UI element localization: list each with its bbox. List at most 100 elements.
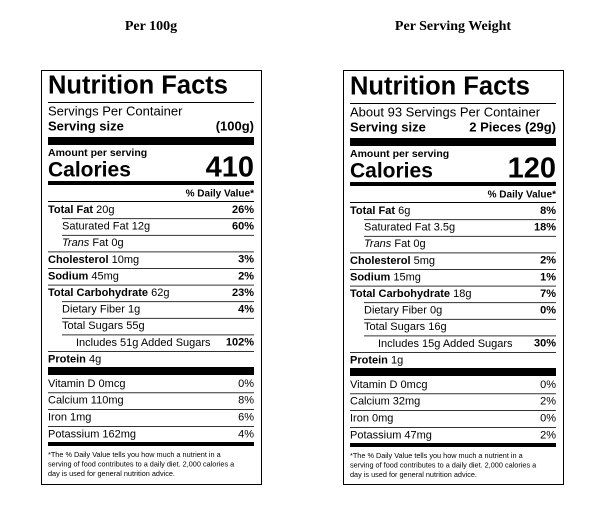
nutrient-dv: 4%	[238, 304, 254, 316]
nutrient-name: Saturated Fat	[364, 222, 431, 234]
nutrient: Total Sugars 55g	[62, 320, 145, 332]
nutrient-name: Dietary Fiber	[364, 305, 427, 317]
footnote: serving of food contributes to a daily d…	[350, 460, 537, 469]
rule	[364, 335, 556, 337]
serving-size-label: Serving size	[48, 118, 124, 133]
rule	[48, 137, 254, 145]
rule	[48, 426, 254, 427]
nutrient: Dietary Fiber 0g	[364, 305, 442, 317]
vitamin: Potassium 47mg	[350, 429, 432, 441]
vitamin-dv: 0%	[540, 413, 556, 425]
rule	[48, 268, 254, 269]
nutrient-amount: 0g	[430, 305, 442, 317]
nutrient-name: Dietary Fiber	[62, 304, 125, 316]
rule	[48, 367, 254, 375]
nutrient-dv: 2%	[540, 255, 556, 267]
amount-label: Amount per serving	[48, 147, 147, 159]
rule	[350, 368, 556, 376]
footnote: *The % Daily Value tells you how much a …	[350, 451, 524, 460]
rule	[350, 352, 556, 353]
nutrient-amount: 55g	[126, 320, 144, 332]
vitamin: Calcium 110mg	[48, 395, 124, 407]
nutrient-amount: 1g	[128, 304, 140, 316]
rule	[62, 234, 254, 236]
nutrient-name: Saturated Fat	[62, 221, 129, 233]
label-box	[343, 70, 564, 485]
nutrient-amount: 1g	[391, 354, 403, 366]
serving-size: 2 Pieces (29g)	[469, 119, 556, 134]
rule	[350, 393, 556, 395]
nutrient-amount: 15mg	[393, 271, 421, 283]
nutrient: Cholesterol 10mg	[48, 254, 139, 266]
nutrient: Saturated Fat 12g	[62, 221, 150, 233]
nutrient: Sodium 45mg	[48, 270, 119, 282]
nutrient: Total Fat 6g	[350, 205, 410, 217]
nutrient-amount: Fat 0g	[92, 237, 123, 249]
rule	[48, 351, 254, 352]
nutrient-name: Total Sugars	[364, 321, 426, 333]
rule	[350, 410, 556, 411]
nutrient-dv: 7%	[540, 288, 556, 300]
rule	[350, 202, 556, 203]
label-title: Nutrition Facts	[48, 72, 228, 100]
rule	[350, 285, 556, 287]
dv-header: % Daily Value*	[186, 189, 254, 200]
rule	[48, 102, 254, 103]
rule	[350, 103, 556, 104]
calories-value: 410	[206, 152, 254, 184]
nutrient-name: Trans	[62, 237, 90, 249]
rule	[350, 443, 556, 447]
nutrient-dv: 3%	[238, 254, 254, 266]
rule	[62, 218, 254, 220]
nutrient: Total Sugars 16g	[364, 321, 447, 333]
serving-size: (100g)	[216, 118, 254, 133]
nutrient-name: Protein	[350, 354, 388, 366]
footnote: serving of food contributes to a daily d…	[48, 459, 235, 468]
rule	[350, 182, 556, 186]
nutrient-amount: 18g	[453, 288, 471, 300]
nutrient-dv: 8%	[540, 205, 556, 217]
rule	[350, 252, 556, 254]
nutrient: Cholesterol 5mg	[350, 255, 435, 267]
nutrient: Protein 4g	[48, 353, 101, 365]
nutrient-amount: 45mg	[91, 270, 119, 282]
nutrient-dv: 2%	[238, 270, 254, 282]
nutrient-dv: 26%	[232, 204, 254, 216]
nutrient-name: Trans	[364, 238, 392, 250]
vitamin: Iron 0mg	[350, 413, 393, 425]
vitamin-dv: 0%	[238, 378, 254, 390]
nutrient: Includes 15g Added Sugars	[378, 338, 513, 350]
nutrient-name: Total Fat	[48, 204, 93, 216]
footnote: *The % Daily Value tells you how much a …	[48, 450, 222, 459]
rule	[364, 318, 556, 320]
rule	[62, 317, 254, 319]
nutrient-amount: 16g	[428, 321, 446, 333]
dv-header: % Daily Value*	[488, 190, 556, 201]
vitamin: Vitamin D 0mcg	[48, 378, 125, 390]
rule	[48, 392, 254, 394]
nutrient: Total Carbohydrate 18g	[350, 288, 471, 300]
vitamin: Iron 1mg	[48, 412, 91, 424]
rule	[48, 284, 254, 286]
rule	[62, 334, 254, 336]
rule	[48, 201, 254, 202]
nutrient-amount: 5mg	[414, 255, 435, 267]
rule	[350, 269, 556, 270]
vitamin-dv: 6%	[238, 412, 254, 424]
footnote: day is used for general nutrition advice…	[350, 470, 477, 479]
nutrient-amount: 4g	[89, 353, 101, 365]
vitamin-dv: 2%	[540, 429, 556, 441]
nutrient-name: Total Sugars	[62, 320, 124, 332]
nutrient: Trans Fat 0g	[364, 238, 426, 250]
servings: Servings Per Container	[48, 103, 183, 118]
nutrient-name: Cholesterol	[48, 254, 109, 266]
nutrient-dv: 60%	[232, 221, 254, 233]
nutrient-dv: 18%	[534, 222, 556, 234]
nutrient-name: Sodium	[350, 271, 391, 283]
column-heading: Per 100g	[125, 19, 177, 34]
nutrient-dv: 23%	[232, 287, 254, 299]
nutrient-amount: 3.5g	[434, 222, 455, 234]
column-heading: Per Serving Weight	[395, 19, 511, 34]
nutrient-name: Sodium	[48, 270, 89, 282]
